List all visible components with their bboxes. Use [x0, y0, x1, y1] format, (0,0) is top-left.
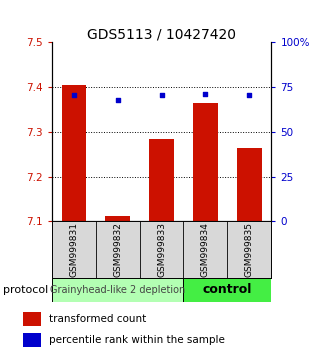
Text: protocol: protocol [3, 285, 49, 295]
Bar [106, 216, 130, 221]
Text: control: control [203, 283, 252, 296]
Text: GSM999832: GSM999832 [113, 222, 122, 277]
Point [247, 92, 252, 98]
Bar [62, 85, 86, 221]
Bar [23, 333, 41, 347]
Point [71, 92, 76, 98]
Point [159, 92, 164, 98]
Bar [52, 278, 183, 302]
Bar [183, 278, 271, 302]
Text: GSM999833: GSM999833 [157, 222, 166, 277]
Text: GSM999831: GSM999831 [69, 222, 78, 277]
Bar [23, 312, 41, 326]
Title: GDS5113 / 10427420: GDS5113 / 10427420 [87, 27, 236, 41]
Bar [150, 138, 173, 221]
Text: GSM999834: GSM999834 [201, 222, 210, 277]
Text: GSM999835: GSM999835 [245, 222, 254, 277]
Text: transformed count: transformed count [49, 314, 146, 324]
Point [115, 97, 120, 103]
Bar [193, 103, 217, 221]
Bar [237, 148, 261, 221]
Text: Grainyhead-like 2 depletion: Grainyhead-like 2 depletion [50, 285, 185, 295]
Point [203, 91, 208, 97]
Text: percentile rank within the sample: percentile rank within the sample [49, 335, 225, 345]
